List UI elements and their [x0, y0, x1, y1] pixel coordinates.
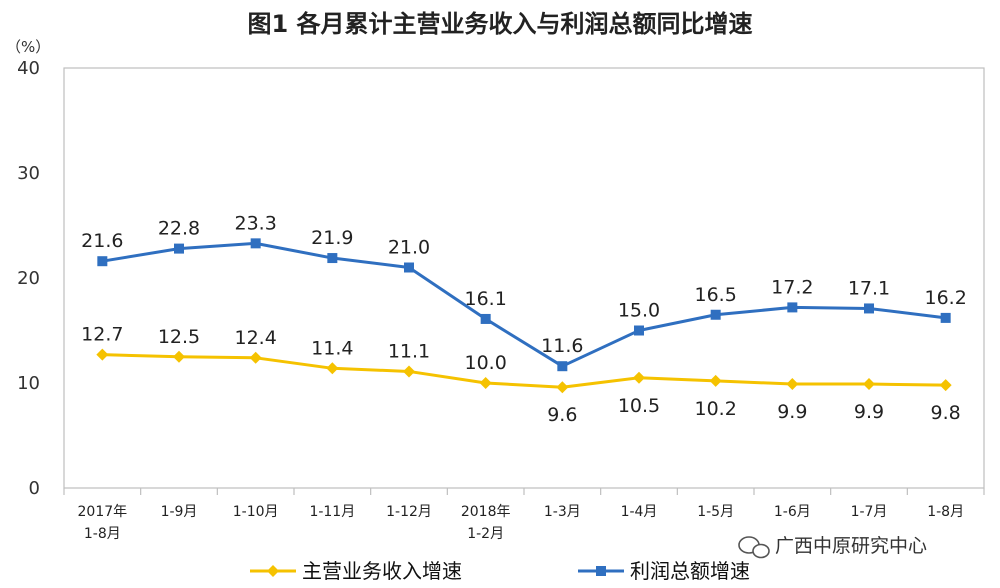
y-axis-unit-label: （%） [6, 38, 50, 56]
data-labels: 12.7 12.5 12.4 11.4 11.1 10.0 9.6 10.5 10.2 9.9 9.… [81, 212, 967, 426]
data-point [709, 374, 722, 387]
data-point [403, 365, 415, 378]
data-label: 21.0 [388, 237, 430, 259]
data-label: 15.0 [618, 300, 660, 322]
data-point [479, 377, 492, 389]
data-label: 11.4 [311, 337, 353, 359]
data-label: 10.5 [618, 395, 660, 417]
data-label: 23.3 [235, 212, 277, 234]
x-tick-label: 1-9月 [161, 504, 198, 520]
wechat-icon [738, 536, 770, 559]
x-tick-label: 1-2月 [467, 526, 504, 542]
data-point [634, 325, 644, 336]
data-label: 9.9 [777, 401, 807, 423]
x-tick-label: 1-12月 [386, 504, 432, 520]
x-tick-label: 1-10月 [233, 504, 279, 520]
data-label: 16.5 [695, 284, 737, 306]
x-tick-label: 2017年 [78, 504, 128, 520]
data-point [940, 312, 951, 323]
y-tick-label: 40 [17, 58, 40, 79]
data-label: 9.9 [854, 401, 884, 423]
chart-title: 图1 各月累计主营业务收入与利润总额同比增速 [247, 10, 752, 38]
data-point [327, 253, 338, 264]
data-label: 21.6 [81, 230, 123, 252]
legend: 主营业务收入增速 利润总额增速 [250, 559, 750, 583]
data-label: 21.9 [311, 227, 353, 249]
data-point [939, 379, 952, 392]
data-point [863, 378, 875, 391]
watermark-text: 广西中原研究中心 [775, 535, 927, 557]
data-point [173, 350, 185, 363]
data-label: 16.1 [465, 288, 507, 310]
legend-label: 主营业务收入增速 [302, 559, 462, 583]
data-point [326, 362, 339, 375]
x-tick-label: 1-7月 [851, 504, 888, 520]
series-line-2 [102, 241, 946, 368]
x-tick-label: 1-4月 [621, 504, 658, 520]
x-tick-label: 2018年 [461, 504, 511, 520]
data-label: 11.6 [541, 335, 583, 357]
x-axis: 2017年 1-8月 1-9月 1-10月 1-11月 1-12月 2018年 1-2月 1-3… [63, 488, 985, 542]
data-label: 12.4 [235, 327, 277, 349]
y-tick-label: 20 [17, 268, 40, 289]
x-tick-label: 1-8月 [84, 526, 121, 542]
data-point [174, 243, 184, 254]
data-point [633, 371, 645, 384]
y-axis: 0 10 20 30 40 [17, 58, 40, 499]
data-label: 9.8 [931, 402, 961, 424]
data-label: 11.1 [388, 340, 430, 362]
x-tick-label: 1-5月 [697, 504, 734, 520]
legend-label: 利润总额增速 [630, 559, 750, 583]
x-tick-label: 1-3月 [544, 504, 581, 520]
data-label: 12.7 [81, 324, 123, 346]
data-point [556, 381, 569, 394]
data-point [249, 351, 262, 364]
legend-marker [596, 566, 606, 576]
data-point [786, 378, 799, 391]
data-label: 16.2 [925, 287, 967, 309]
data-label: 17.1 [848, 277, 890, 299]
x-tick-label: 1-11月 [309, 504, 355, 520]
x-tick-label: 1-8月 [927, 504, 964, 520]
data-label: 12.5 [158, 326, 200, 348]
data-label: 10.2 [695, 398, 737, 420]
data-point [864, 303, 874, 314]
data-point [404, 262, 414, 273]
watermark: 广西中原研究中心 [738, 535, 927, 559]
x-tick-label: 1-6月 [774, 504, 811, 520]
data-point [557, 361, 568, 372]
y-tick-label: 0 [29, 478, 40, 499]
data-point [480, 313, 491, 324]
data-point [97, 256, 108, 267]
plot-area-frame [63, 67, 985, 489]
data-point [787, 302, 798, 313]
data-label: 17.2 [771, 276, 813, 298]
data-label: 22.8 [158, 218, 200, 240]
series-layer [96, 238, 952, 394]
series-line-1 [102, 353, 946, 389]
data-point [710, 309, 721, 320]
legend-marker [267, 565, 279, 577]
data-point [96, 348, 109, 361]
data-label: 9.6 [547, 404, 577, 426]
y-tick-label: 10 [17, 373, 40, 394]
data-point [250, 238, 261, 249]
y-tick-label: 30 [17, 163, 40, 184]
data-label: 10.0 [465, 352, 507, 374]
